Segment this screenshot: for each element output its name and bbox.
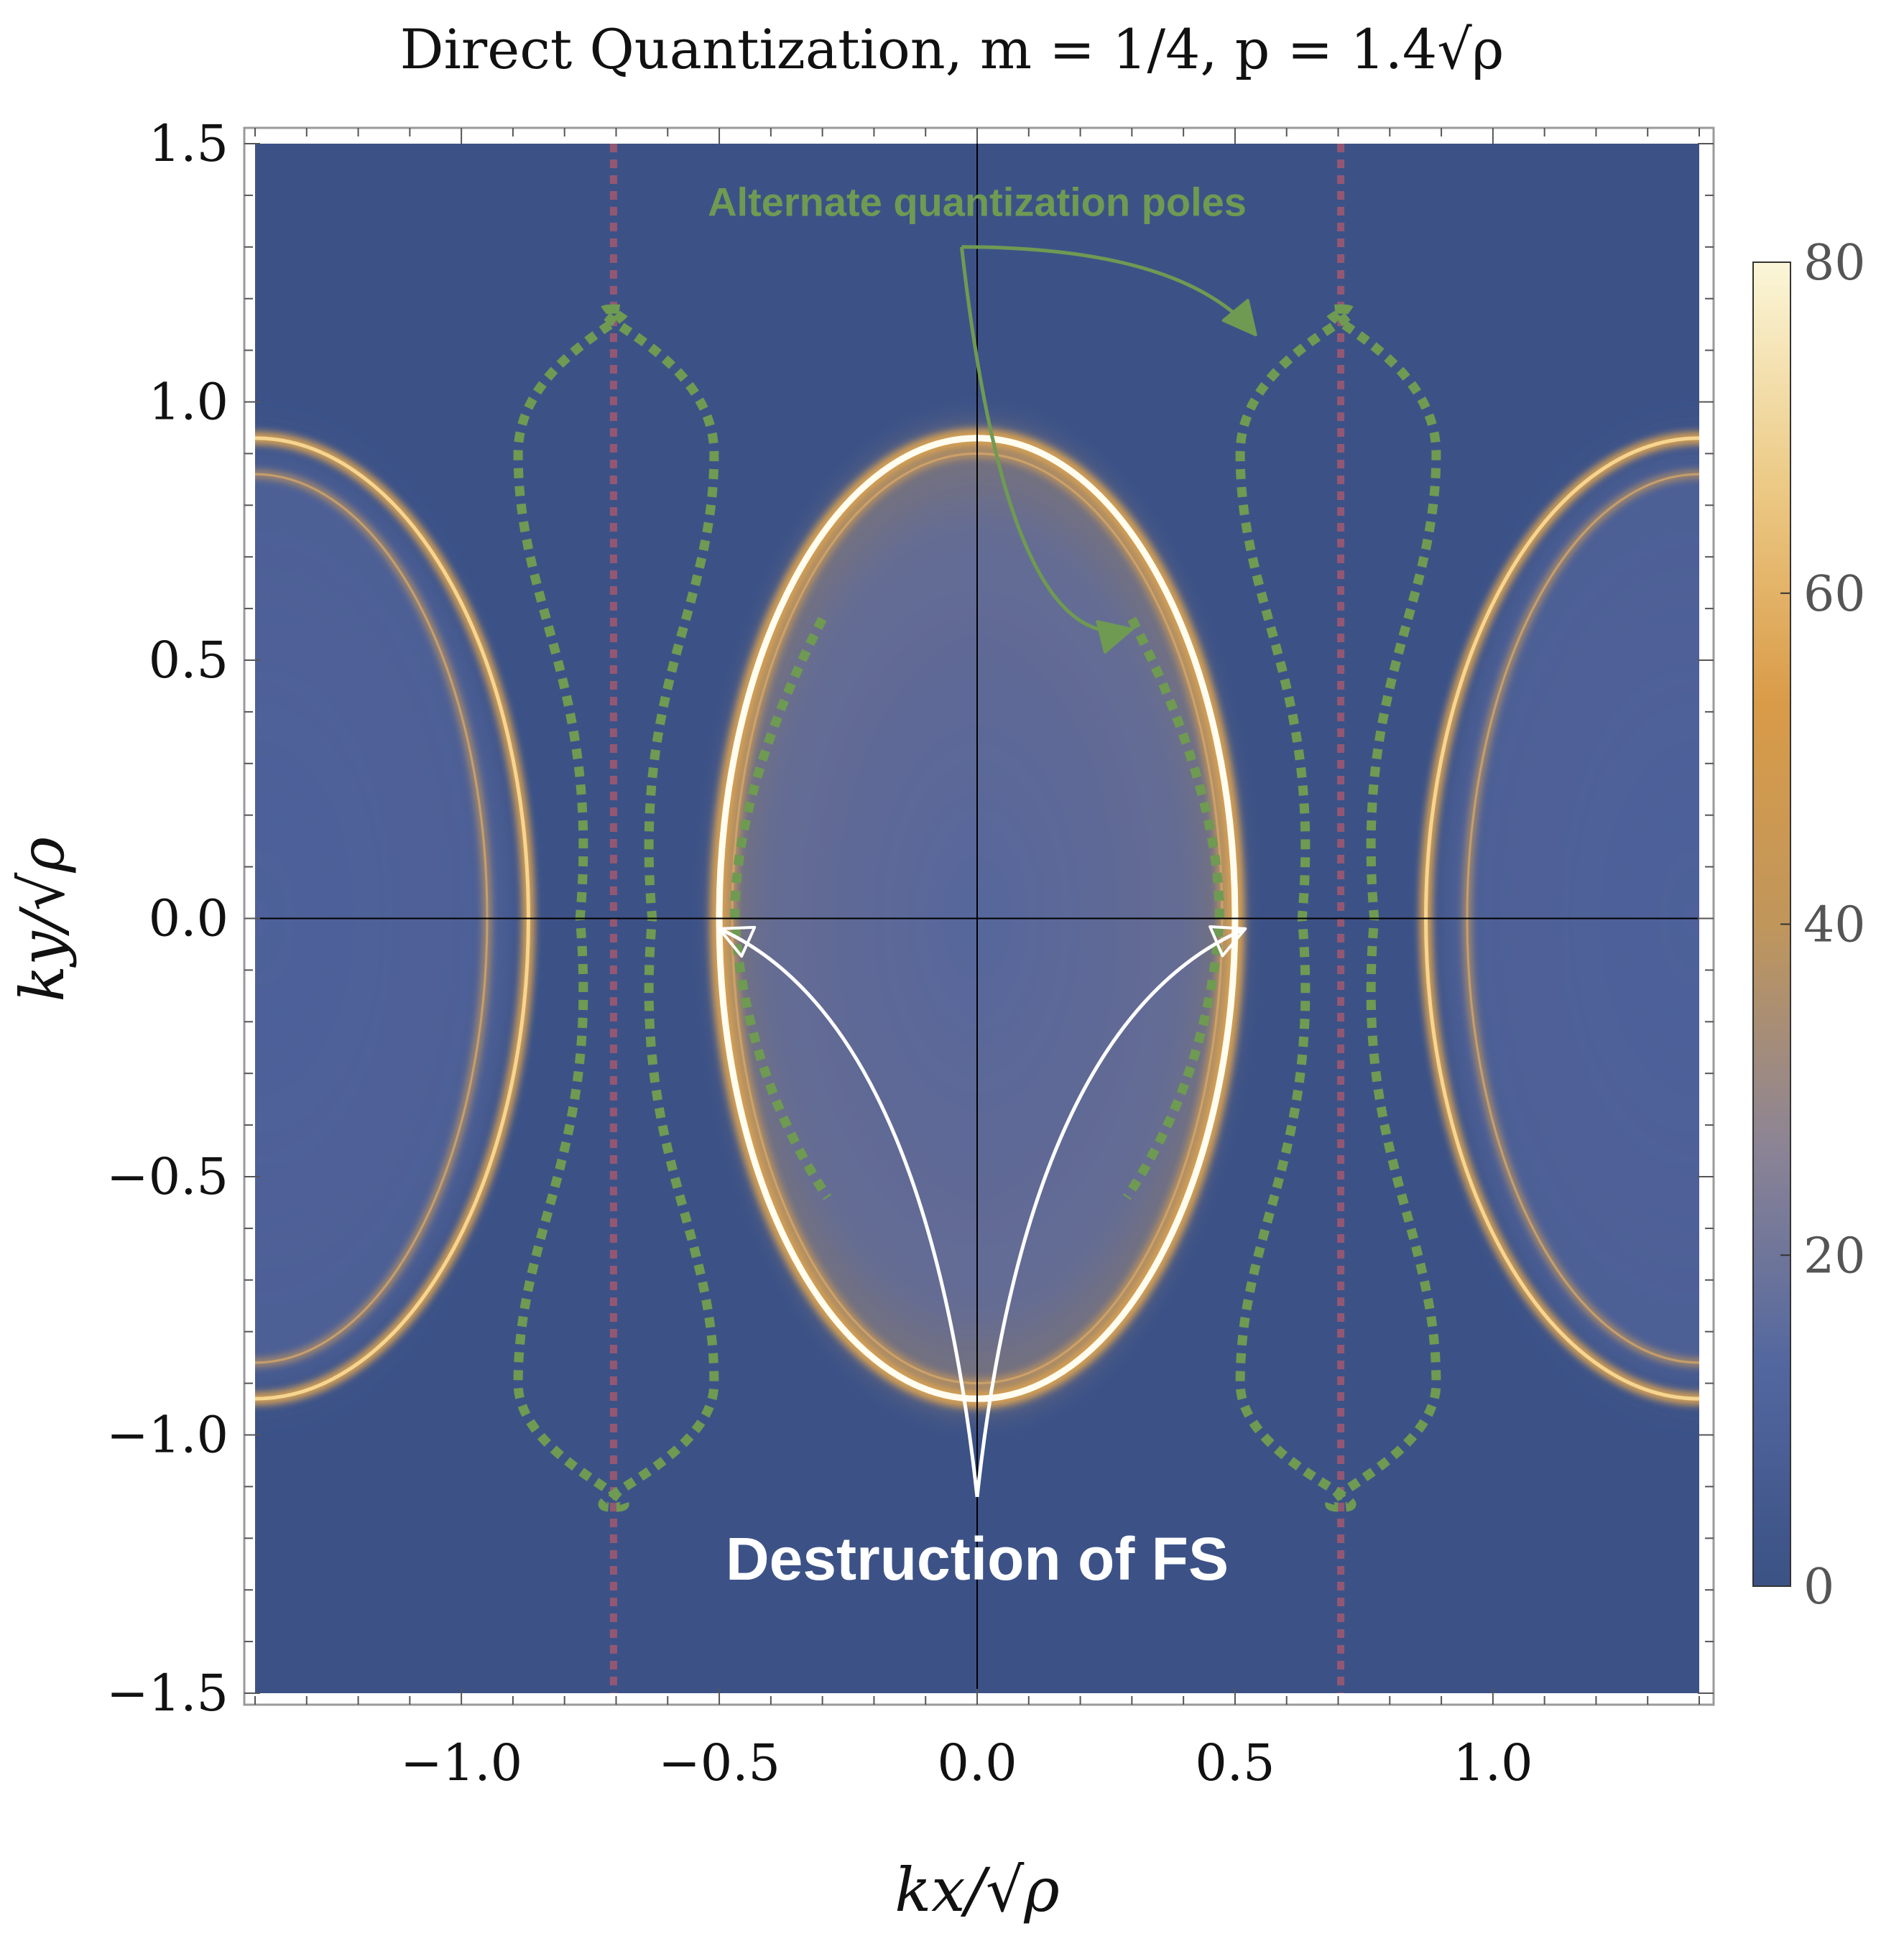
y-tick-label: −1.0: [106, 1406, 228, 1465]
arrow-head: [1096, 620, 1134, 654]
green-arrow-right-loop: [961, 245, 1257, 337]
green-arrow-inner-arc: [959, 246, 1134, 654]
alternate-quantization-label: Alternate quantization poles: [708, 180, 1247, 225]
x-axis-label: kx/√ρ: [895, 1855, 1059, 1925]
y-tick-label: 1.5: [149, 114, 228, 173]
plot-frame: [243, 126, 1715, 1706]
x-tick-label: 0.0: [937, 1733, 1017, 1792]
colorbar-tick-label: 60: [1803, 566, 1866, 623]
chart-title: Direct Quantization, m = 1/4, p = 1.4√ρ: [400, 17, 1505, 81]
colorbar-tick-label: 40: [1803, 897, 1866, 954]
pole-loop-right: [1235, 304, 1441, 1512]
y-tick-label: 0.5: [149, 631, 228, 690]
y-tick-label: 0.0: [149, 889, 228, 948]
colorbar-tick-label: 20: [1803, 1228, 1866, 1284]
arrow-shaft: [975, 927, 1247, 1498]
destruction-label: Destruction of FS: [726, 1525, 1229, 1593]
y-tick-label: −1.5: [106, 1664, 228, 1723]
y-axis-label: ky/√ρ: [7, 837, 78, 1002]
colorbar-tick-label: 80: [1803, 235, 1866, 292]
x-tick-label: 1.0: [1453, 1733, 1533, 1792]
arrow-shaft: [718, 927, 979, 1498]
white-arrow-left: [718, 925, 979, 1498]
pole-loop-left: [513, 304, 719, 1512]
arrow-head: [1221, 299, 1257, 337]
x-tick-label: −1.0: [400, 1733, 522, 1792]
y-tick-label: −0.5: [106, 1147, 228, 1206]
y-tick-label: 1.0: [149, 373, 228, 432]
arrow-head: [718, 925, 757, 958]
colorbar-tick-label: 0: [1803, 1559, 1834, 1616]
plot-area: Alternate quantization poles Destruction …: [255, 144, 1699, 1693]
colorbar: 80 60 40 20 0: [1752, 235, 1866, 1616]
x-tick-label: −0.5: [658, 1733, 780, 1792]
arrow-head: [1209, 925, 1247, 958]
white-arrow-right: [975, 925, 1247, 1498]
x-tick-label: 0.5: [1195, 1733, 1275, 1792]
